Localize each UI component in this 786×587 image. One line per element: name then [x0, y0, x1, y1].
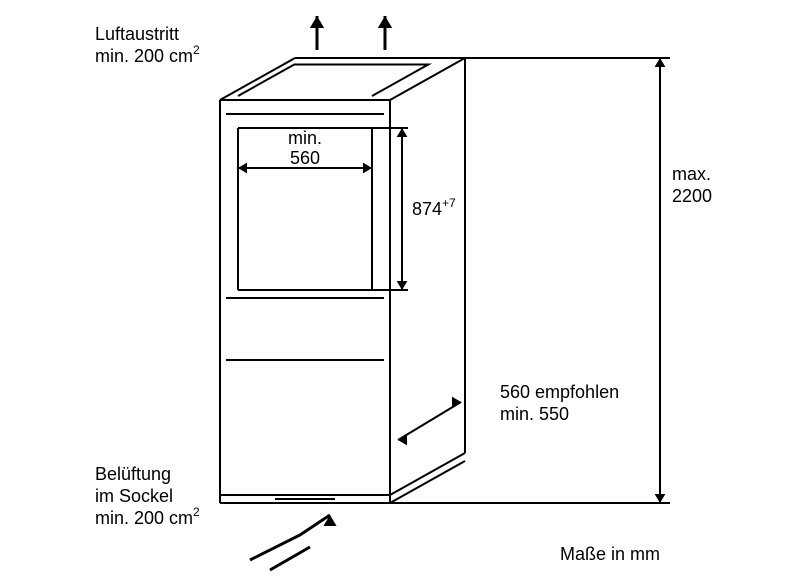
svg-text:im Sockel: im Sockel: [95, 486, 173, 506]
svg-text:Belüftung: Belüftung: [95, 464, 171, 484]
svg-text:560: 560: [290, 148, 320, 168]
svg-text:Maße in mm: Maße in mm: [560, 544, 660, 564]
svg-text:2200: 2200: [672, 186, 712, 206]
svg-text:min. 200 cm2: min. 200 cm2: [95, 505, 200, 528]
svg-text:min. 550: min. 550: [500, 404, 569, 424]
svg-text:Luftaustritt: Luftaustritt: [95, 24, 179, 44]
installation-dimensions-diagram: Luftaustrittmin. 200 cm2min.560874+7max.…: [0, 0, 786, 587]
svg-text:874+7: 874+7: [412, 196, 456, 219]
svg-text:max.: max.: [672, 164, 711, 184]
svg-text:560 empfohlen: 560 empfohlen: [500, 382, 619, 402]
svg-text:min.: min.: [288, 128, 322, 148]
svg-text:min. 200 cm2: min. 200 cm2: [95, 43, 200, 66]
